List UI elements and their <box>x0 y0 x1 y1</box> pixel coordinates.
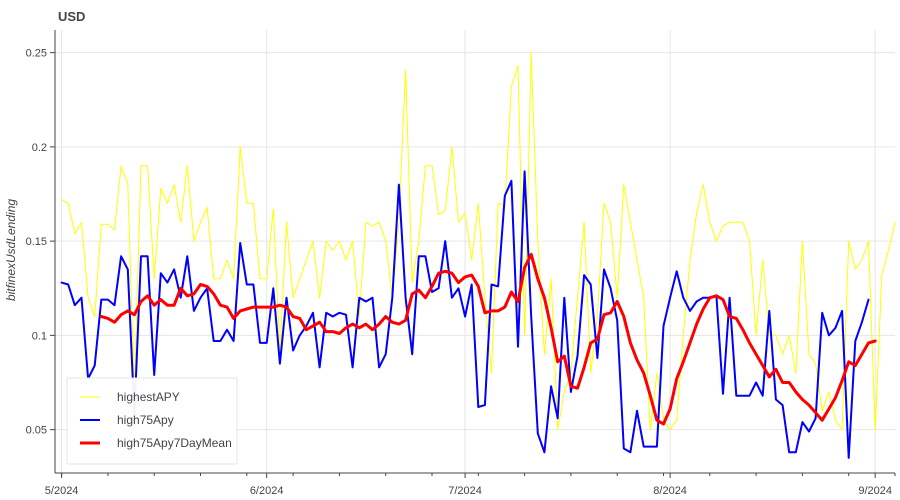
series-line-high75Apy7DayMean <box>99 252 877 426</box>
x-tick-label: 9/2024 <box>858 485 892 497</box>
legend-label[interactable]: high75Apy <box>117 413 174 427</box>
y-axis-label: bitfinexUsdLending <box>4 199 18 301</box>
y-tick-label: 0.15 <box>26 236 47 248</box>
y-tick-label: 0.05 <box>26 425 47 437</box>
legend-label[interactable]: high75Apy7DayMean <box>117 436 232 450</box>
series-group <box>60 52 896 459</box>
y-tick-label: 0.1 <box>32 330 47 342</box>
legend-label[interactable]: highestAPY <box>117 390 180 404</box>
chart-title: USD <box>58 9 85 24</box>
series-line-high75Apy <box>60 170 870 459</box>
series-line-highestAPY <box>61 52 896 431</box>
axes: 0.05 0.1 0.15 0.2 0.25 5/2024 6/2024 7/2024 8/20… <box>26 30 896 497</box>
x-tick-label: 7/2024 <box>448 485 482 497</box>
y-tick-label: 0.2 <box>32 142 47 154</box>
x-tick-label: 5/2024 <box>45 485 79 497</box>
x-tick-label: 6/2024 <box>250 485 284 497</box>
x-tick-label: 8/2024 <box>653 485 687 497</box>
y-tick-label: 0.25 <box>26 48 47 60</box>
legend[interactable]: highestAPY high75Apy high75Apy7DayMean <box>66 377 238 465</box>
